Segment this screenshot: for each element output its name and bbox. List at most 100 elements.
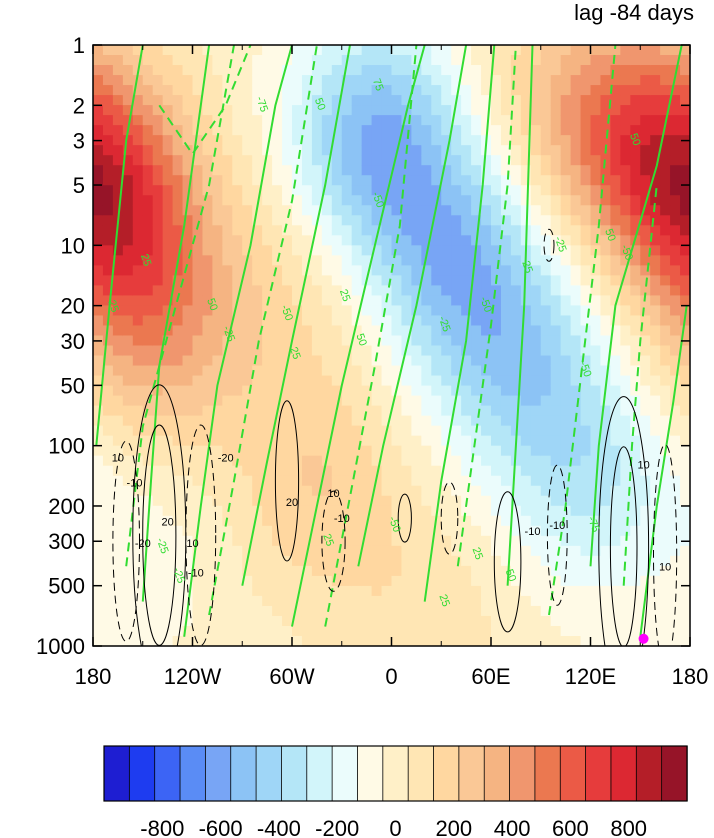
shading-cell [421, 115, 432, 126]
shading-cell [461, 225, 472, 236]
shading-cell [112, 615, 124, 627]
shading-cell [192, 395, 204, 407]
shading-cell [361, 445, 373, 457]
colorbar-swatch [331, 745, 359, 802]
shading-cell [162, 345, 174, 357]
shading-cell [391, 75, 403, 86]
shading-cell [530, 105, 542, 116]
shading-cell [451, 365, 462, 377]
shading-cell [650, 305, 661, 317]
shading-cell [520, 165, 532, 176]
shading-cell [500, 445, 512, 457]
shading-cell [222, 355, 233, 367]
shading-cell [550, 375, 562, 387]
shading-cell [272, 75, 283, 86]
shading-cell [570, 465, 582, 477]
shading-cell [282, 625, 293, 637]
shading-cell [232, 225, 243, 236]
shading-cell [222, 115, 233, 126]
shading-cell [351, 365, 363, 377]
shading-cell [292, 335, 303, 347]
shading-cell [540, 255, 552, 266]
shading-cell [560, 385, 572, 397]
shading-cell [93, 105, 104, 116]
shading-cell [391, 85, 403, 96]
colorbar-swatch [255, 745, 283, 802]
shading-cell [301, 285, 313, 297]
shading-cell [590, 205, 602, 216]
colorbar-swatch [281, 745, 308, 802]
shading-cell [341, 135, 353, 146]
shading-cell [431, 175, 442, 186]
shading-cell [670, 305, 681, 317]
shading-cell [540, 515, 552, 527]
shading-cell [311, 115, 323, 126]
shading-cell [520, 575, 532, 587]
shading-cell [93, 145, 104, 156]
shading-cell [262, 625, 273, 637]
shading-cell [620, 235, 631, 246]
shading-cell [351, 475, 363, 487]
shading-cell [371, 305, 383, 317]
shading-cell [381, 405, 393, 417]
shading-cell [391, 525, 403, 537]
shading-cell [461, 425, 472, 437]
x-tick-label: 120W [164, 664, 222, 689]
shading-cell [620, 175, 631, 186]
shading-cell [311, 435, 323, 447]
shading-cell [680, 445, 690, 457]
shading-cell [142, 435, 154, 447]
shading-cell [172, 395, 184, 407]
black-contour-dashed [546, 464, 568, 606]
shading-cell [481, 185, 492, 196]
shading-cell [242, 365, 253, 377]
shading-cell [451, 195, 462, 206]
shading-cell [262, 45, 273, 56]
shading-cell [560, 405, 572, 417]
shading-cell [550, 195, 562, 206]
shading-cell [540, 225, 552, 236]
shading-cell [311, 235, 323, 246]
y-tick-label: 2 [73, 93, 85, 118]
black-contour-label: -10 [549, 520, 565, 532]
shading-cell [530, 595, 542, 607]
shading-cell [391, 365, 403, 377]
shading-cell [192, 625, 204, 637]
shading-cell [172, 115, 184, 126]
y-tick-label: 1 [73, 33, 85, 58]
shading-cell [282, 225, 293, 236]
shading-cell [132, 205, 144, 216]
shading-cell [680, 125, 690, 136]
shading-cell [192, 145, 204, 156]
shading-cell [570, 305, 582, 317]
shading-cell [321, 395, 333, 407]
shading-cell [451, 355, 462, 367]
shading-cell [650, 345, 661, 357]
shading-cell [361, 85, 373, 96]
shading-cell [202, 555, 213, 567]
shading-cell [331, 145, 343, 156]
shading-cell [301, 395, 313, 407]
shading-cell [331, 415, 343, 427]
shading-cell [292, 605, 303, 617]
shading-cell [391, 165, 403, 176]
shading-cell [232, 345, 243, 357]
shading-cell [272, 425, 283, 437]
shading-cell [431, 375, 442, 387]
shading-cell [550, 125, 562, 136]
shading-cell [471, 275, 482, 286]
shading-cell [570, 485, 582, 497]
shading-cell [232, 555, 243, 567]
shading-cell [162, 405, 174, 417]
shading-cell [301, 135, 313, 146]
shading-cell [292, 565, 303, 577]
shading-cell [202, 595, 213, 607]
shading-cell [530, 225, 542, 236]
shading-cell [102, 585, 114, 597]
shading-cell [152, 405, 164, 417]
green-contour-line [357, 45, 468, 567]
shading-cell [182, 285, 194, 297]
shading-cell [202, 325, 213, 337]
shading-cell [272, 595, 283, 607]
shading-cell [530, 285, 542, 297]
